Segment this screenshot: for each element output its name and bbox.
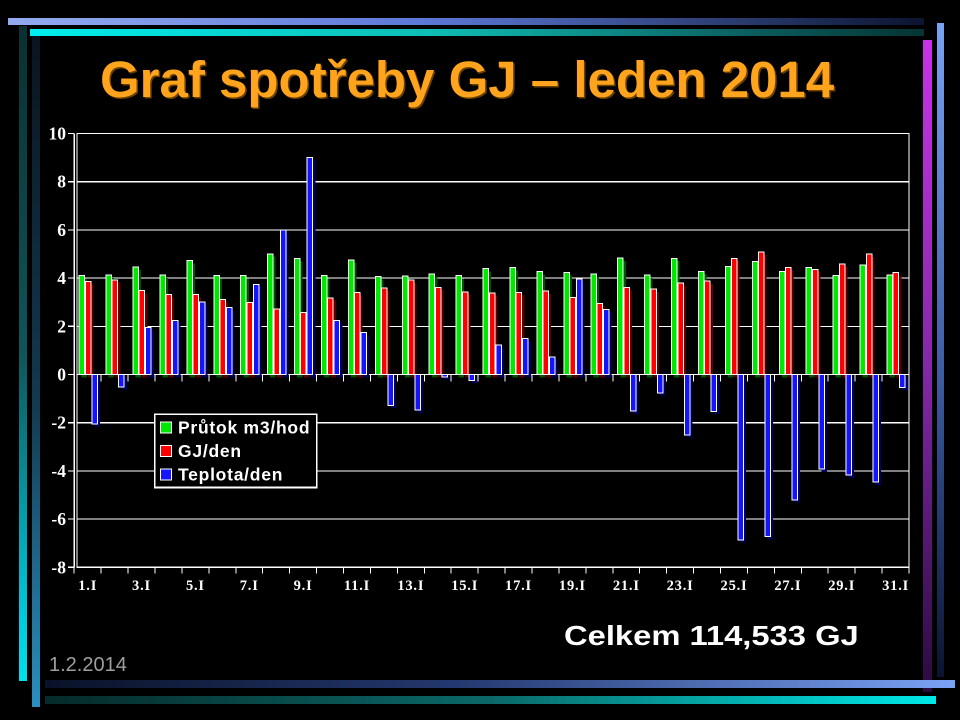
svg-text:-2: -2 xyxy=(51,413,66,433)
svg-text:6: 6 xyxy=(57,220,66,240)
svg-text:1.I: 1.I xyxy=(78,578,97,594)
svg-text:23.I: 23.I xyxy=(667,578,694,594)
svg-text:27.I: 27.I xyxy=(774,578,801,594)
svg-text:Průtok m3/hod: Průtok m3/hod xyxy=(178,418,310,438)
svg-text:4: 4 xyxy=(57,268,66,288)
svg-text:-4: -4 xyxy=(51,461,66,481)
svg-text:3.I: 3.I xyxy=(132,578,151,594)
svg-text:29.I: 29.I xyxy=(828,578,855,594)
svg-text:GJ/den: GJ/den xyxy=(178,441,242,461)
svg-text:-6: -6 xyxy=(51,509,66,529)
svg-text:13.I: 13.I xyxy=(397,578,424,594)
svg-text:25.I: 25.I xyxy=(721,578,748,594)
svg-text:17.I: 17.I xyxy=(505,578,532,594)
svg-text:Teplota/den: Teplota/den xyxy=(178,465,283,485)
svg-text:21.I: 21.I xyxy=(613,578,640,594)
svg-text:5.I: 5.I xyxy=(186,578,205,594)
svg-text:31.I: 31.I xyxy=(882,578,909,594)
svg-text:10: 10 xyxy=(49,124,67,144)
svg-text:-8: -8 xyxy=(51,557,66,577)
svg-text:15.I: 15.I xyxy=(451,578,478,594)
svg-text:0: 0 xyxy=(57,365,66,385)
svg-text:19.I: 19.I xyxy=(559,578,586,594)
svg-text:2: 2 xyxy=(57,316,66,336)
svg-text:7.I: 7.I xyxy=(240,578,259,594)
svg-text:11.I: 11.I xyxy=(344,578,370,594)
svg-text:8: 8 xyxy=(57,172,66,192)
svg-text:9.I: 9.I xyxy=(294,578,313,594)
